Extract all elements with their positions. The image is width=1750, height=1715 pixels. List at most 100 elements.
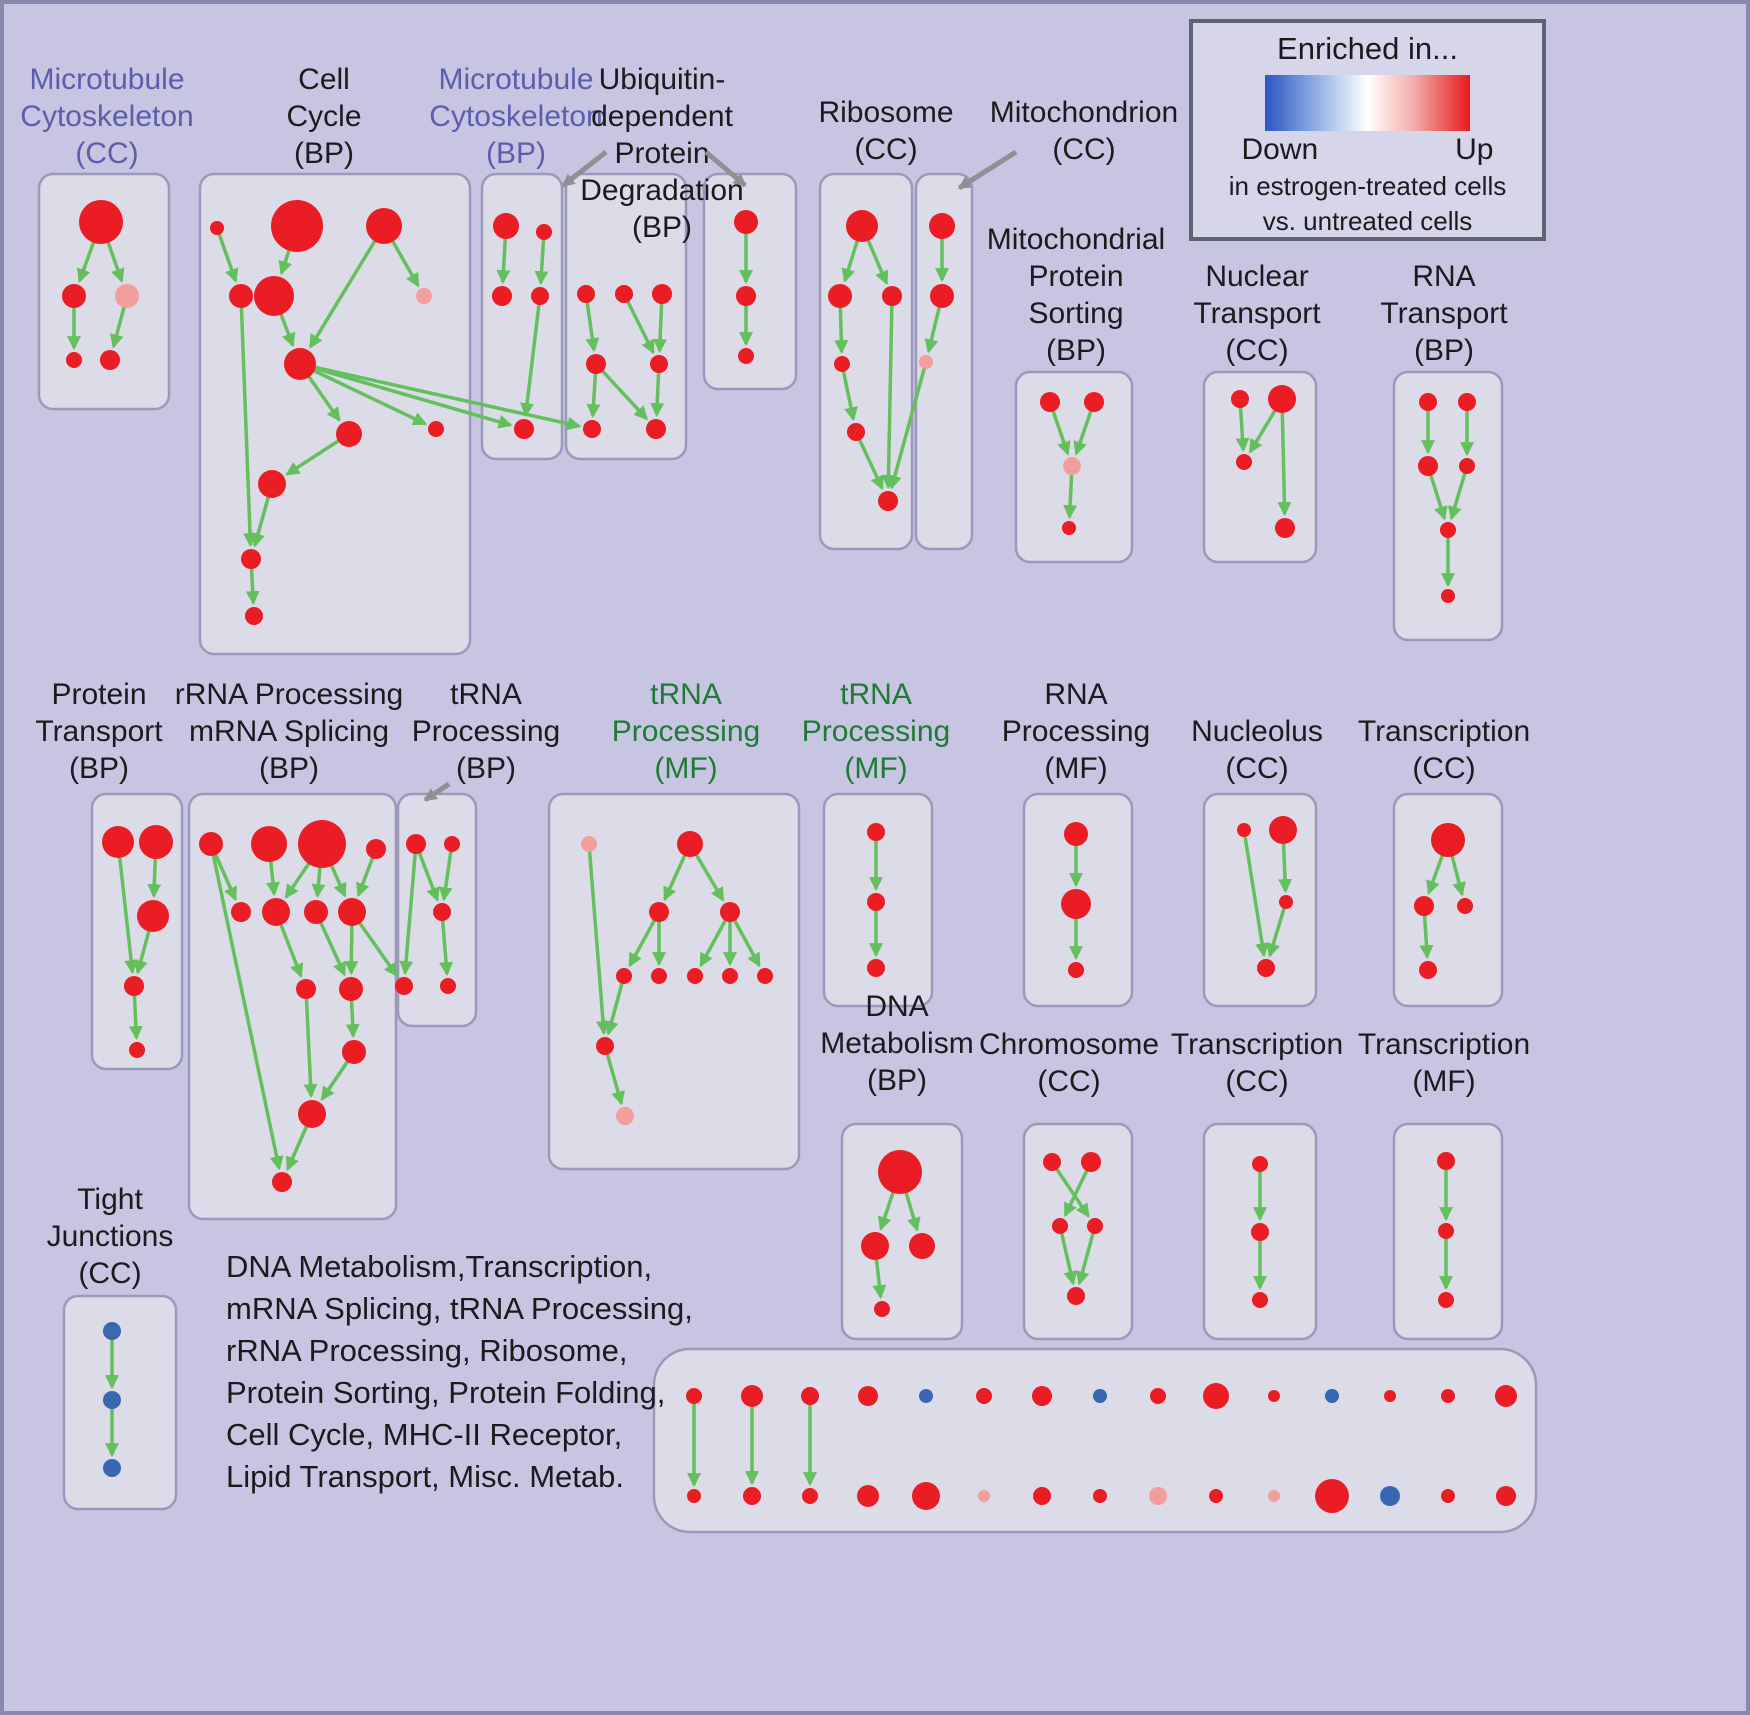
cluster-box-trna-processing-mf-a xyxy=(547,792,801,1171)
gene-set-node xyxy=(366,839,386,859)
gene-set-node xyxy=(1150,1388,1166,1404)
layer-labels: Microtubule Cytoskeleton (CC) Cell Cycle (BP)… xyxy=(20,63,1530,1290)
caption-line: Protein Sorting, Protein Folding, xyxy=(226,1375,666,1410)
gene-set-node xyxy=(1275,518,1295,538)
gene-set-node xyxy=(1268,1390,1280,1402)
gene-set-node xyxy=(1441,1389,1455,1403)
gene-set-node xyxy=(1149,1487,1167,1505)
cluster-box-misc-cluster xyxy=(652,1347,1538,1534)
cross-edge xyxy=(299,362,582,431)
gene-set-node xyxy=(304,900,328,924)
gene-set-node xyxy=(677,831,703,857)
gene-set-node xyxy=(930,284,954,308)
gene-set-node xyxy=(1440,522,1456,538)
edge xyxy=(699,911,732,968)
cluster-label-nucleolus-cc: Nucleolus (CC) xyxy=(1191,715,1323,785)
edge xyxy=(1242,829,1269,958)
gene-set-node xyxy=(978,1490,990,1502)
gene-set-node xyxy=(1437,1152,1455,1170)
edge xyxy=(1058,1225,1078,1286)
gene-set-node xyxy=(100,350,120,370)
gene-set-node xyxy=(1209,1489,1223,1503)
caption-line: mRNA Splicing, tRNA Processing, xyxy=(226,1291,693,1326)
gene-set-node xyxy=(241,549,261,569)
legend-subtitle-line2: vs. untreated cells xyxy=(1262,206,1473,236)
gene-set-node xyxy=(129,1042,145,1058)
edge xyxy=(854,431,884,491)
legend-title: Enriched in... xyxy=(1277,31,1458,66)
gene-set-node xyxy=(1061,889,1091,919)
gene-set-node xyxy=(882,286,902,306)
edge xyxy=(881,295,896,490)
gene-set-node xyxy=(1062,521,1076,535)
gene-set-node xyxy=(874,1301,890,1317)
gene-set-node xyxy=(1068,962,1084,978)
gene-set-node xyxy=(1418,456,1438,476)
gene-set-node xyxy=(1067,1287,1085,1305)
gene-set-node xyxy=(406,834,426,854)
cluster-label-nuclear-transport-cc: Nuclear Transport (CC) xyxy=(1193,260,1321,367)
edge xyxy=(438,843,454,902)
cluster-box-microtubule-cytoskeleton-bp xyxy=(480,172,564,461)
gene-set-node xyxy=(338,898,366,926)
gene-set-node xyxy=(861,1232,889,1260)
cluster-box-microtubule-cytoskeleton-cc xyxy=(37,172,171,411)
cluster-label-tight-junctions-cc: Tight Junctions (CC) xyxy=(47,1183,174,1290)
gene-set-node xyxy=(616,1107,634,1125)
gene-set-node xyxy=(741,1385,763,1407)
gene-set-node xyxy=(834,356,850,372)
gene-set-node xyxy=(210,221,224,235)
edge xyxy=(587,843,611,1036)
edge xyxy=(1075,1225,1097,1286)
gene-set-node xyxy=(583,420,601,438)
edge xyxy=(628,911,661,968)
gene-set-node xyxy=(1315,1479,1349,1513)
gene-set-node xyxy=(342,1040,366,1064)
cluster-label-rrna-processing-mrna-splicing-bp: rRNA Processing mRNA Splicing (BP) xyxy=(175,678,403,785)
gene-set-node xyxy=(586,354,606,374)
caption-line: Cell Cycle, MHC-II Receptor, xyxy=(226,1417,623,1452)
legend-gradient-bar xyxy=(1265,75,1470,131)
cluster-box-dna-metabolism-bp xyxy=(840,1122,964,1341)
cluster-label-mitochondrion-cc: Mitochondrion (CC) xyxy=(990,96,1178,166)
gene-set-node xyxy=(1268,385,1296,413)
gene-set-node xyxy=(878,491,898,511)
gene-set-node xyxy=(1257,959,1275,977)
caption-line: DNA Metabolism,Transcription, xyxy=(226,1249,653,1284)
gene-set-node xyxy=(531,287,549,305)
gene-set-node xyxy=(1052,1218,1068,1234)
gene-set-node xyxy=(298,820,346,868)
gene-set-node xyxy=(115,284,139,308)
gene-set-node xyxy=(103,1459,121,1477)
gene-set-node xyxy=(649,902,669,922)
gene-set-node xyxy=(652,284,672,304)
gene-set-node xyxy=(245,607,263,625)
label-pointer-arrow xyxy=(423,781,451,802)
gene-set-node xyxy=(909,1233,935,1259)
gene-set-node xyxy=(102,826,134,858)
gene-set-node xyxy=(514,419,534,439)
gene-set-node xyxy=(1084,392,1104,412)
edge xyxy=(1266,901,1288,958)
edge xyxy=(303,988,318,1099)
gene-set-node xyxy=(1384,1390,1396,1402)
gene-set-node xyxy=(336,421,362,447)
label-pointer-arrow xyxy=(704,150,747,188)
gene-set-node xyxy=(1087,1218,1103,1234)
gene-set-node xyxy=(802,1488,818,1504)
network-canvas: Microtubule Cytoskeleton (CC) Cell Cycle (BP)… xyxy=(20,63,1538,1534)
cluster-label-microtubule-cytoskeleton-cc: Microtubule Cytoskeleton (CC) xyxy=(20,63,193,170)
gene-set-node xyxy=(493,213,519,239)
gene-set-node xyxy=(651,968,667,984)
gene-set-node xyxy=(646,419,666,439)
cluster-label-transcription-cc-a: Transcription (CC) xyxy=(1358,715,1530,785)
cluster-box-mitochondrion-cc xyxy=(914,172,974,551)
gene-set-node xyxy=(1441,1489,1455,1503)
gene-set-node xyxy=(440,978,456,994)
gene-set-node xyxy=(1279,895,1293,909)
gene-set-node xyxy=(686,1388,702,1404)
gene-set-node xyxy=(1203,1383,1229,1409)
gene-set-node xyxy=(1063,457,1081,475)
gene-set-node xyxy=(738,348,754,364)
